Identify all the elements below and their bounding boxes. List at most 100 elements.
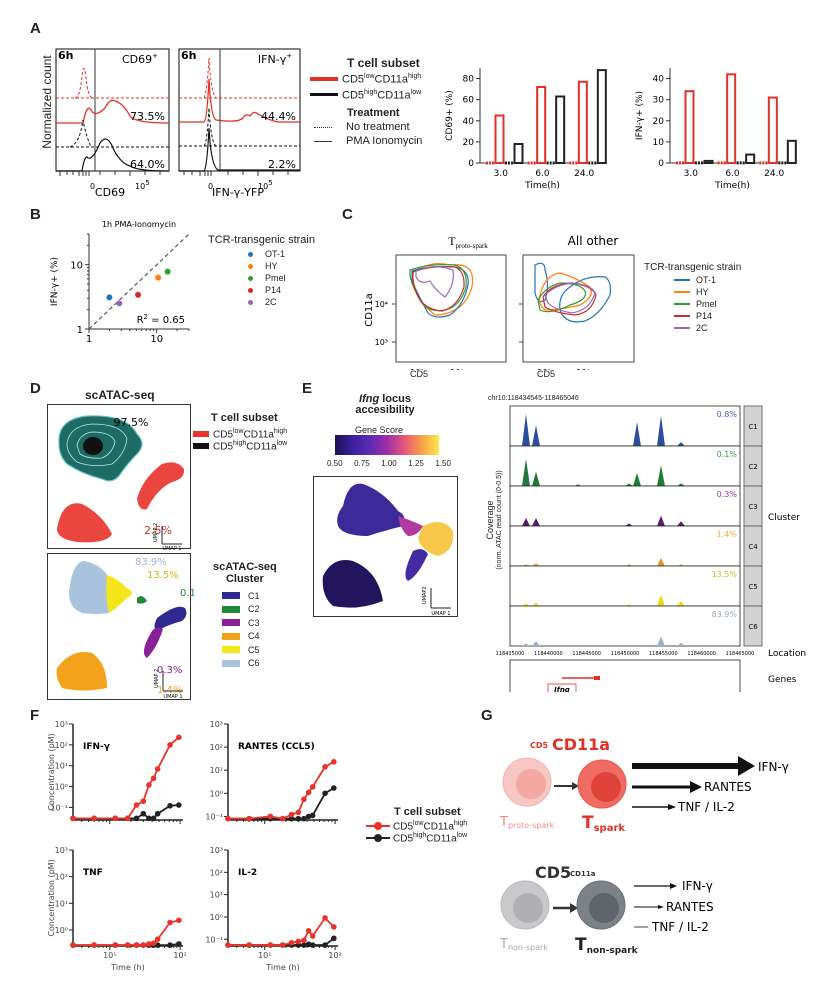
legend-swatch xyxy=(310,77,338,82)
y-tick-label: 10³ xyxy=(55,720,68,729)
legend-item-2c: 2C xyxy=(248,296,315,308)
data-point xyxy=(91,942,97,948)
data-point xyxy=(133,815,140,822)
genes-label: Genes xyxy=(768,675,797,685)
legend-text: HY xyxy=(696,287,709,297)
data-point xyxy=(176,917,182,924)
data-point xyxy=(305,789,312,796)
y-axis-label: CD69+ (%) xyxy=(445,90,455,141)
data-point xyxy=(146,941,152,947)
legend-item-cd5low: CD5lowCD11ahigh xyxy=(366,820,467,832)
series-line xyxy=(228,761,335,820)
scatter-chart-b: 1h PMA-Ionomycin 1 10 1 10 R2 = 0.65 IFN-γ+ (%… xyxy=(50,220,190,348)
c-ytick: 10⁴ xyxy=(375,300,388,309)
flow-pct-bottom: 2.2% xyxy=(268,158,296,171)
y-tick-label: 10³ xyxy=(210,720,223,729)
location-tick: 118440000 xyxy=(534,651,563,657)
data-point xyxy=(133,802,140,808)
bar-chart-cd69: 0 20 40 60 80 3.0 6.0 24.0 Time(h) CD69+ (%) xyxy=(445,68,607,190)
legend-dot xyxy=(248,287,253,293)
chart-title: RANTES (CCL5) xyxy=(238,742,315,752)
data-point xyxy=(246,942,252,948)
legend-text: HY xyxy=(265,261,278,271)
legend-line xyxy=(674,291,690,293)
bar xyxy=(675,161,685,165)
coverage-track-c2 xyxy=(509,445,741,487)
panel-a-legend: T cell subset CD5lowCD11ahigh CD5highCD1… xyxy=(310,56,430,147)
y-tick-label: 10² xyxy=(210,743,223,752)
data-point xyxy=(176,802,182,808)
data-point xyxy=(150,940,157,946)
y-tick-label: 10¹ xyxy=(55,899,68,908)
legend-dot xyxy=(248,275,253,281)
data-point xyxy=(309,942,316,948)
data-point xyxy=(176,941,182,947)
data-point xyxy=(309,812,316,819)
legend-text: PMA Ionomycin xyxy=(346,135,423,148)
c-xlabel-left: CD5 xyxy=(410,369,429,379)
flow-tick-1: 105 xyxy=(258,179,273,191)
coverage-track-c5 xyxy=(509,565,741,607)
x-tick-label: 3.0 xyxy=(494,169,509,179)
legend-text: OT-1 xyxy=(265,249,286,259)
gene-name-box xyxy=(547,683,577,692)
bar xyxy=(703,159,714,164)
identity-line xyxy=(88,233,190,330)
location-tick: 118455000 xyxy=(649,651,678,657)
data-point xyxy=(288,815,295,822)
bar xyxy=(735,161,746,165)
x-axis-label: Tproto-spark xyxy=(115,347,164,348)
legend-swatch xyxy=(314,140,332,142)
data-point xyxy=(295,809,302,816)
data-point xyxy=(146,815,152,822)
coverage-track-c6 xyxy=(509,605,741,647)
data-point xyxy=(331,924,337,930)
nonspark-header-cd5: CD5 xyxy=(535,863,571,882)
spark-header-cd5: CD5 xyxy=(530,741,549,750)
tprotospark-label: Tproto-spark xyxy=(499,815,555,830)
data-point xyxy=(124,942,131,948)
cluster-axis-label: Cluster xyxy=(768,513,800,523)
contour-plots-c: Tproto-spark All other CD11a 10⁴ 10³ 10³… xyxy=(364,234,635,370)
data-point xyxy=(167,942,173,948)
tnonspark-nucleus-2 xyxy=(589,893,619,923)
data-point xyxy=(322,764,328,770)
y-tick-label: 10 xyxy=(70,261,83,272)
bar xyxy=(745,153,756,165)
series-line xyxy=(73,919,180,947)
flow-histogram-ifng: 6h IFN-γ+ 44.4% 2.2% 0 105 IFN-γ-YFP xyxy=(178,48,301,198)
legend-item-p14: P14 xyxy=(674,310,741,322)
scatter-point-hy xyxy=(155,274,162,281)
x-axis-label: Time(h) xyxy=(524,181,560,190)
output-tnf-il2: TNF / IL-2 xyxy=(677,800,735,814)
gene-track xyxy=(509,659,741,692)
data-point xyxy=(167,742,173,748)
flow-histogram-cd69: 6h CD69+ 73.5% 64.0% 0 105 CD69 xyxy=(55,48,170,198)
legend-swatch xyxy=(310,93,338,97)
y-tick-label: 20 xyxy=(653,117,665,127)
scatter-point-ot-1 xyxy=(106,294,113,301)
y-tick-label: 10⁻¹ xyxy=(205,935,223,944)
bar xyxy=(684,90,695,164)
legend-item-hy: HY xyxy=(674,286,741,298)
nonspark-header-cd11a: CD11a xyxy=(570,870,596,878)
y-tick-label: 60 xyxy=(463,96,475,106)
cluster-strip-label: C4 xyxy=(748,543,758,551)
c-ylabel: CD11a xyxy=(364,293,375,327)
flow-xlabel: CD69 xyxy=(95,186,125,198)
coverage-track-c3 xyxy=(509,485,741,527)
bar xyxy=(513,143,524,164)
flow-time-label: 6h xyxy=(58,49,74,62)
track-pct: 13.5% xyxy=(712,570,738,579)
data-point xyxy=(295,815,302,822)
data-point xyxy=(140,810,147,817)
bar xyxy=(545,161,556,165)
genomic-region: chr10:118434545-118465046 xyxy=(488,395,579,402)
data-point xyxy=(301,937,307,944)
data-point xyxy=(225,942,231,948)
panel-b-legend: TCR-transgenic strain OT-1 HY Pmel P14 2C xyxy=(208,234,315,308)
legend-dot xyxy=(248,251,253,257)
y-tick-label: 30 xyxy=(653,96,665,106)
colorbar-ticks: 0.50 0.75 1.00 1.25 1.50 xyxy=(327,459,451,468)
data-point xyxy=(140,798,147,804)
